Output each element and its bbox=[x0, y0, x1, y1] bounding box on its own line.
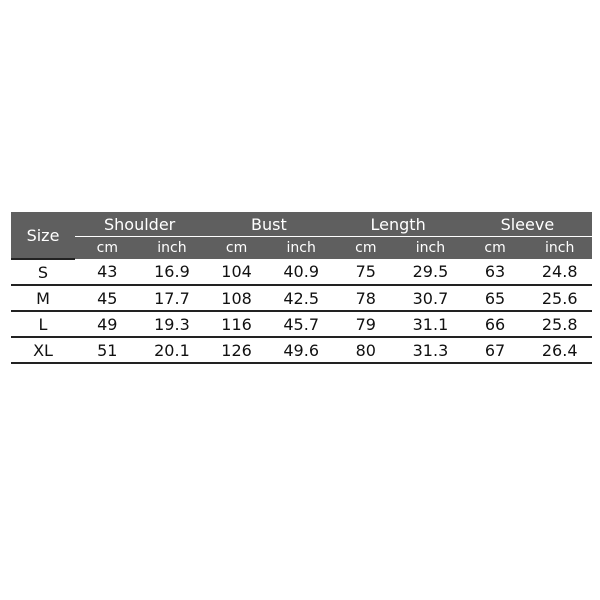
unit-header: inch bbox=[527, 236, 592, 259]
size-cell: XL bbox=[11, 337, 75, 364]
size-cell: L bbox=[11, 311, 75, 338]
value-cell: 45.7 bbox=[268, 311, 334, 338]
value-cell: 67 bbox=[462, 337, 528, 364]
unit-header: cm bbox=[333, 236, 399, 259]
unit-header: cm bbox=[462, 236, 528, 259]
unit-header: inch bbox=[398, 236, 463, 259]
size-cell: S bbox=[11, 259, 75, 286]
value-cell: 31.1 bbox=[398, 311, 463, 338]
value-cell: 63 bbox=[462, 259, 528, 286]
value-cell: 17.7 bbox=[139, 285, 205, 312]
value-cell: 49 bbox=[75, 311, 140, 338]
unit-header: inch bbox=[268, 236, 334, 259]
unit-header: cm bbox=[75, 236, 140, 259]
size-cell: M bbox=[11, 285, 75, 312]
value-cell: 126 bbox=[204, 337, 269, 364]
value-cell: 80 bbox=[333, 337, 399, 364]
value-cell: 45 bbox=[75, 285, 140, 312]
table-row: L 49 19.3 116 45.7 79 31.1 66 25.8 bbox=[11, 311, 592, 338]
value-cell: 51 bbox=[75, 337, 140, 364]
value-cell: 65 bbox=[462, 285, 528, 312]
value-cell: 75 bbox=[333, 259, 399, 286]
value-cell: 108 bbox=[204, 285, 269, 312]
value-cell: 24.8 bbox=[527, 259, 592, 286]
group-header-bust: Bust bbox=[204, 212, 334, 237]
value-cell: 25.8 bbox=[527, 311, 592, 338]
unit-header: cm bbox=[204, 236, 269, 259]
value-cell: 116 bbox=[204, 311, 269, 338]
unit-header: inch bbox=[139, 236, 205, 259]
size-chart-table: Size Shoulder Bust Length Sleeve cm inch… bbox=[11, 212, 592, 364]
group-header-length: Length bbox=[333, 212, 463, 237]
header-row-units: cm inch cm inch cm inch cm inch bbox=[11, 236, 592, 259]
table-row: XL 51 20.1 126 49.6 80 31.3 67 26.4 bbox=[11, 337, 592, 364]
value-cell: 49.6 bbox=[268, 337, 334, 364]
value-cell: 40.9 bbox=[268, 259, 334, 286]
size-header: Size bbox=[11, 212, 75, 260]
value-cell: 104 bbox=[204, 259, 269, 286]
value-cell: 30.7 bbox=[398, 285, 463, 312]
value-cell: 25.6 bbox=[527, 285, 592, 312]
group-header-shoulder: Shoulder bbox=[75, 212, 205, 237]
group-header-sleeve: Sleeve bbox=[462, 212, 592, 237]
value-cell: 43 bbox=[75, 259, 140, 286]
header-row-groups: Size Shoulder Bust Length Sleeve bbox=[11, 212, 592, 260]
value-cell: 26.4 bbox=[527, 337, 592, 364]
value-cell: 29.5 bbox=[398, 259, 463, 286]
table-row: M 45 17.7 108 42.5 78 30.7 65 25.6 bbox=[11, 285, 592, 312]
value-cell: 79 bbox=[333, 311, 399, 338]
table-row: S 43 16.9 104 40.9 75 29.5 63 24.8 bbox=[11, 259, 592, 286]
value-cell: 42.5 bbox=[268, 285, 334, 312]
value-cell: 19.3 bbox=[139, 311, 205, 338]
value-cell: 31.3 bbox=[398, 337, 463, 364]
value-cell: 20.1 bbox=[139, 337, 205, 364]
value-cell: 16.9 bbox=[139, 259, 205, 286]
value-cell: 66 bbox=[462, 311, 528, 338]
value-cell: 78 bbox=[333, 285, 399, 312]
